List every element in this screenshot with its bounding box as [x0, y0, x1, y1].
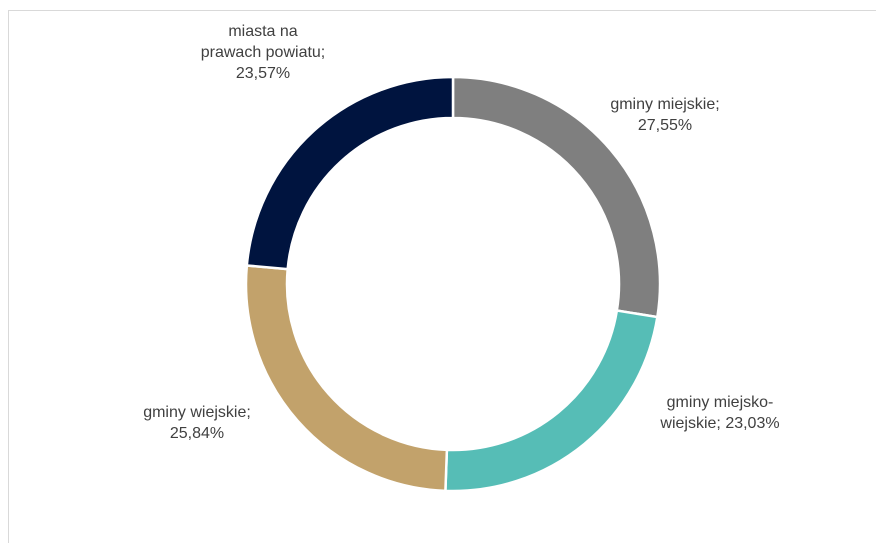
- donut-slices: [244, 75, 662, 493]
- label-gminy-miejsko-wiejskie-line2: wiejskie; 23,03%: [660, 415, 780, 432]
- donut-slice-miasta-na-prawach-powiatu: [245, 75, 455, 271]
- donut-slice-gminy-wiejskie: [244, 264, 449, 493]
- label-gminy-wiejskie: gminy wiejskie; 25,84%: [122, 402, 272, 444]
- label-gminy-miejsko-wiejskie-line1: gminy miejsko-: [666, 394, 774, 411]
- label-gminy-miejskie-line1: gminy miejskie;: [610, 96, 720, 113]
- label-miasta-line2: prawach powiatu;: [200, 44, 326, 61]
- donut-slice-gminy-miejsko-wiejskie: [444, 309, 659, 493]
- label-miasta-line1: miasta na: [228, 23, 298, 40]
- label-gminy-wiejskie-line2: 25,84%: [169, 425, 225, 442]
- label-gminy-miejsko-wiejskie: gminy miejsko- wiejskie; 23,03%: [640, 392, 800, 434]
- label-miasta-na-prawach-powiatu: miasta na prawach powiatu; 23,57%: [178, 21, 348, 84]
- label-gminy-miejskie-line2: 27,55%: [637, 117, 693, 134]
- label-gminy-wiejskie-line1: gminy wiejskie;: [143, 404, 251, 421]
- label-miasta-line3: 23,57%: [235, 65, 291, 82]
- label-gminy-miejskie: gminy miejskie; 27,55%: [590, 94, 740, 136]
